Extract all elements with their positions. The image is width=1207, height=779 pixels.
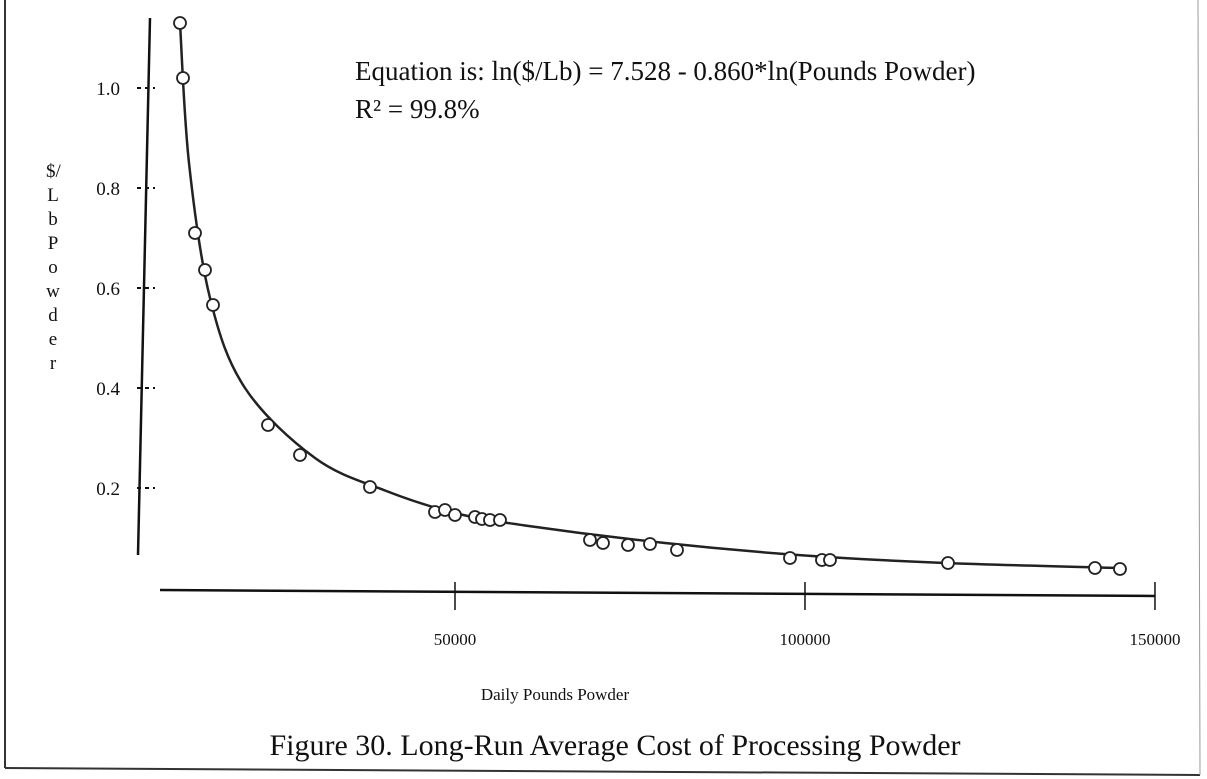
- data-point: [176, 71, 190, 85]
- y-tick-label: 0.6: [96, 279, 120, 300]
- y-tick-label: 0.4: [96, 379, 120, 400]
- data-point: [583, 533, 597, 547]
- x-axis-label: Daily Pounds Powder: [481, 685, 630, 704]
- data-point: [670, 543, 684, 557]
- y-tick-label: 0.8: [96, 179, 120, 200]
- frame-bottom: [4, 767, 1201, 776]
- y-tick-label: 0.2: [96, 479, 120, 500]
- y-axis-label: $/Lb Powder: [46, 161, 61, 374]
- data-point: [783, 551, 797, 565]
- x-tick-label: 150000: [1129, 630, 1180, 649]
- x-tick-label: 100000: [779, 630, 830, 649]
- data-point: [941, 556, 955, 570]
- data-point: [1088, 561, 1102, 575]
- r-squared: R² = 99.8%: [355, 94, 480, 124]
- data-point: [173, 16, 187, 30]
- x-axis: [159, 588, 1156, 598]
- data-point: [823, 553, 837, 567]
- data-point: [198, 263, 212, 277]
- data-point: [643, 537, 657, 551]
- y-tick-label: 1.0: [96, 79, 120, 100]
- data-point: [1113, 562, 1127, 576]
- data-point: [293, 448, 307, 462]
- data-point: [206, 298, 220, 312]
- chart-title: Figure 30. Long-Run Average Cost of Proc…: [269, 729, 960, 762]
- frame-right: [1197, 0, 1201, 776]
- data-point: [188, 226, 202, 240]
- x-tick-label: 50000: [434, 630, 477, 649]
- equation: Equation is: ln($/Lb) = 7.528 - 0.860*ln…: [355, 56, 975, 86]
- data-point: [448, 508, 462, 522]
- data-point: [493, 513, 507, 527]
- data-point: [596, 536, 610, 550]
- data-point: [261, 418, 275, 432]
- y-axis: [136, 17, 152, 556]
- data-point: [363, 480, 377, 494]
- fit-curve: [178, 22, 1121, 570]
- data-point: [621, 538, 635, 552]
